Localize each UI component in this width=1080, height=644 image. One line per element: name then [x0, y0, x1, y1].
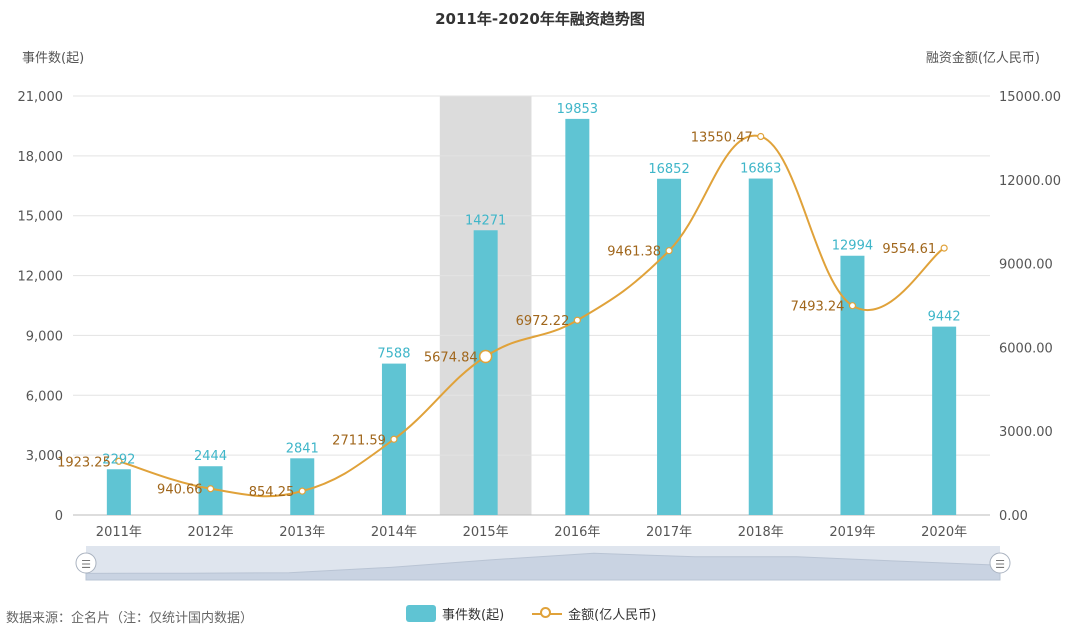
handle-grip-icon[interactable]: ☰	[995, 558, 1005, 571]
zoom-handle-left[interactable]	[75, 552, 97, 574]
x-tick-label: 2020年	[921, 525, 967, 540]
line-point	[848, 302, 857, 310]
x-tick-label: 2011年	[96, 525, 142, 540]
bar	[473, 230, 498, 515]
line-value-label: 854.25	[249, 485, 295, 500]
x-tick-label: 2017年	[646, 525, 692, 540]
line-value-label: 9554.61	[882, 242, 936, 257]
left-tick-label: 0	[55, 509, 63, 524]
left-tick-label: 3,000	[26, 449, 63, 464]
bar	[657, 178, 682, 515]
right-axis-name: 融资金额(亿人民币)	[926, 50, 1040, 66]
x-tick-label: 2019年	[829, 525, 875, 540]
bar-value-label: 14271	[465, 213, 506, 228]
right-tick-label: 0.00	[999, 509, 1028, 524]
bar	[840, 255, 865, 515]
bar-value-label: 19853	[557, 102, 598, 117]
bar	[106, 469, 131, 515]
right-tick-label: 9000.00	[999, 258, 1053, 273]
right-tick-label: 6000.00	[999, 341, 1053, 356]
chart-legend: 事件数(起) 金额(亿人民币)	[406, 604, 656, 623]
zoom-handle-right[interactable]	[989, 552, 1011, 574]
line-value-label: 13550.47	[691, 130, 753, 145]
right-tick-label: 3000.00	[999, 425, 1053, 440]
legend-item-events[interactable]: 事件数(起)	[406, 604, 504, 623]
line-point	[206, 485, 215, 493]
line-point	[757, 132, 765, 141]
line-point	[390, 435, 398, 443]
line-value-label: 9461.38	[607, 245, 661, 260]
x-tick-label: 2016年	[554, 525, 600, 540]
line-point	[665, 247, 673, 255]
line-point	[298, 487, 306, 495]
data-source-note: 数据来源：企名片（注：仅统计国内数据）	[6, 611, 254, 626]
amount-line	[118, 134, 945, 498]
handle-grip-icon[interactable]: ☰	[81, 558, 91, 571]
bar-value-label: 9442	[928, 310, 961, 325]
line-value-label: 6972.22	[516, 314, 570, 329]
bar-value-label: 2444	[194, 449, 227, 464]
bar-value-label: 7588	[377, 347, 410, 362]
bar-value-label: 12994	[832, 239, 873, 254]
line-point	[115, 457, 123, 465]
line-point	[573, 316, 581, 324]
line-value-label: 7493.24	[791, 300, 845, 315]
line-value-label: 1923.25	[57, 455, 111, 470]
x-tick-label: 2014年	[371, 525, 417, 540]
line-value-label: 940.66	[157, 483, 203, 498]
right-tick-label: 15000.00	[999, 90, 1061, 105]
legend-label-amount: 金额(亿人民币)	[568, 608, 657, 623]
x-tick-label: 2015年	[463, 525, 509, 540]
bar-swatch-icon	[406, 605, 436, 622]
bar	[932, 326, 957, 515]
left-tick-label: 15,000	[18, 210, 64, 225]
x-tick-label: 2013年	[279, 525, 325, 540]
legend-label-events: 事件数(起)	[442, 608, 505, 623]
bar-value-label: 2292	[102, 452, 135, 467]
bar-value-label: 2841	[286, 441, 319, 456]
legend-item-amount[interactable]: 金额(亿人民币)	[532, 604, 656, 623]
zoom-slider-shadow	[85, 552, 1001, 581]
bar	[290, 458, 315, 515]
line-value-label: 5674.84	[424, 350, 478, 365]
left-tick-label: 9,000	[26, 329, 63, 344]
chart-title: 2011年-2020年年融资趋势图	[435, 10, 645, 28]
line-point	[478, 349, 493, 364]
line-swatch-icon	[532, 605, 563, 622]
right-tick-label: 12000.00	[999, 174, 1061, 189]
left-tick-label: 18,000	[18, 150, 64, 165]
bar	[748, 178, 773, 515]
x-tick-label: 2012年	[188, 525, 234, 540]
x-tick-label: 2018年	[738, 525, 784, 540]
bar-value-label: 16863	[740, 162, 781, 177]
left-tick-label: 12,000	[18, 270, 64, 285]
left-tick-label: 6,000	[26, 389, 63, 404]
line-value-label: 2711.59	[332, 433, 386, 448]
line-point	[940, 244, 948, 252]
left-tick-label: 21,000	[18, 90, 64, 105]
left-axis-name: 事件数(起)	[22, 51, 84, 66]
bar-value-label: 16852	[648, 162, 689, 177]
